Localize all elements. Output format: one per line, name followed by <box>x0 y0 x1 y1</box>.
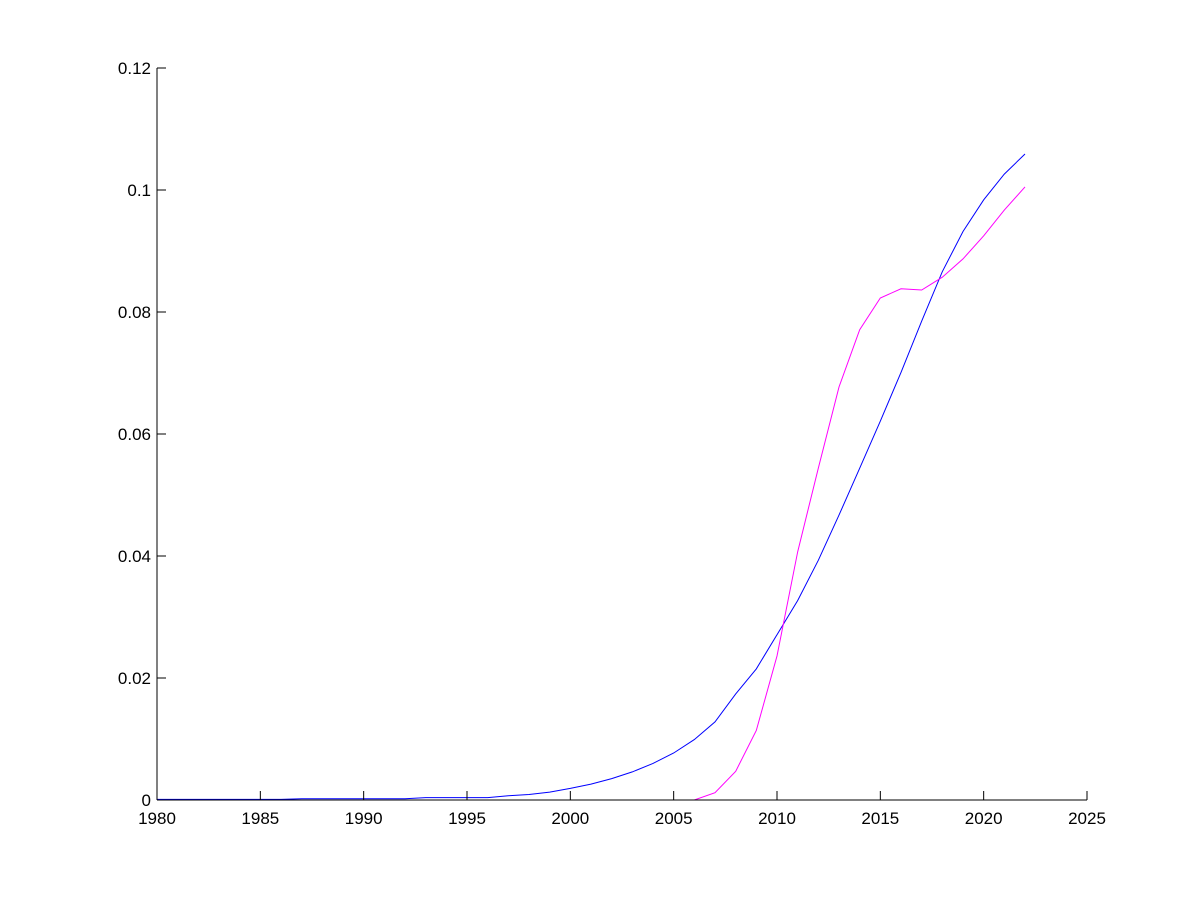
y-ticks: 0 0.02 0.04 0.06 0.08 0.1 0.12 <box>118 59 166 810</box>
x-tick-label: 1995 <box>448 809 486 828</box>
x-tick-label: 2015 <box>861 809 899 828</box>
x-tick-label: 1985 <box>241 809 279 828</box>
x-tick-label: 2025 <box>1068 809 1106 828</box>
x-tick-label: 2000 <box>551 809 589 828</box>
y-tick-label: 0.12 <box>118 59 151 78</box>
x-tick-label: 2010 <box>758 809 796 828</box>
x-tick-label: 2005 <box>655 809 693 828</box>
y-tick-label: 0.08 <box>118 303 151 322</box>
y-tick-label: 0.02 <box>118 669 151 688</box>
y-tick-label: 0.06 <box>118 425 151 444</box>
y-tick-label: 0 <box>142 791 151 810</box>
series-line-2 <box>157 186 1026 801</box>
x-tick-label: 1980 <box>138 809 176 828</box>
x-ticks: 1980 1985 1990 1995 2000 2005 2010 2015 2020 2025 <box>138 791 1106 828</box>
series-layer <box>157 153 1026 801</box>
y-tick-label: 0.04 <box>118 547 151 566</box>
series-line-1 <box>157 153 1026 800</box>
x-tick-label: 2020 <box>965 809 1003 828</box>
y-tick-label: 0.1 <box>127 181 151 200</box>
x-tick-label: 1990 <box>345 809 383 828</box>
